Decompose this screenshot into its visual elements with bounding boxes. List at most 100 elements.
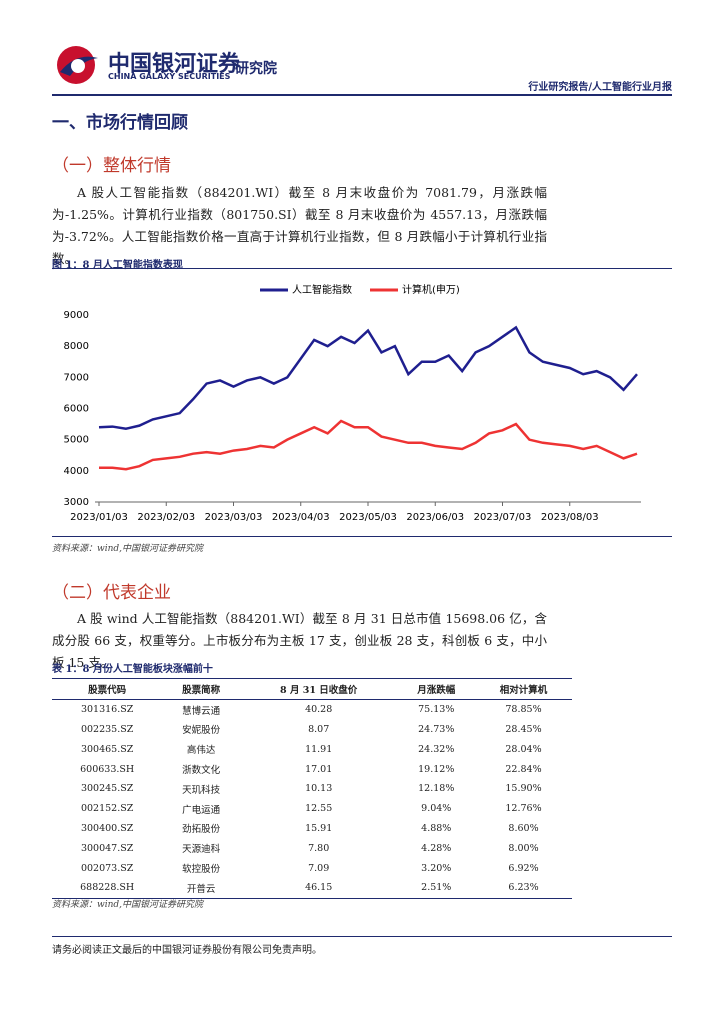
cell: 600633.SH (80, 763, 135, 775)
header-cell: 相对计算机 (499, 684, 548, 696)
cell: 开普云 (186, 883, 216, 895)
y-tick-label: 8000 (64, 341, 89, 352)
cell: 12.18% (418, 783, 455, 795)
cell: 2.51% (421, 882, 452, 894)
cell: 软控股份 (182, 864, 221, 876)
x-tick-label: 2023/03/03 (205, 512, 263, 523)
y-tick-label: 4000 (64, 466, 89, 477)
logo-cn: 中国银河证券 (108, 52, 241, 77)
cell: 4.28% (421, 842, 452, 854)
cell: 22.84% (505, 763, 542, 775)
cell: 75.13% (418, 704, 455, 716)
logo-en: CHINA GALAXY SECURITIES (108, 72, 231, 81)
footer-rule (52, 936, 672, 937)
cell: 6.92% (508, 862, 539, 874)
table-header-row: 股票代码 股票简称 8 月 31 日收盘价 月涨跌幅 相对计算机 (52, 679, 572, 700)
cell: 7.09 (308, 862, 330, 874)
figure-source: 资料来源：wind,中国银河证券研究院 (52, 544, 204, 554)
cell: 17.01 (305, 763, 333, 775)
table-caption: 表 1：8 月份人工智能板块涨幅前十 (52, 664, 213, 675)
cell: 002235.SZ (80, 723, 134, 735)
x-tick-label: 2023/04/03 (272, 512, 330, 523)
figure-caption: 图 1：8 月人工智能指数表现 (52, 260, 183, 271)
table-row: 301316.SZ 慧博云通 40.28 75.13% 78.85% (52, 699, 572, 719)
header-rule (52, 94, 672, 96)
rule (52, 536, 672, 537)
y-tick-label: 3000 (64, 497, 89, 508)
cell: 天玑科技 (182, 784, 221, 796)
cell: 6.23% (508, 882, 539, 894)
cell: 10.13 (305, 783, 333, 795)
cell: 8.00% (508, 842, 539, 854)
cell: 7.80 (308, 842, 330, 854)
cell: 9.04% (421, 803, 452, 815)
cell: 天源迪科 (182, 844, 221, 856)
section-title: 一、市场行情回顾 (52, 113, 188, 133)
cell: 301316.SZ (80, 704, 134, 716)
table-row: 002152.SZ 广电运通 12.55 9.04% 12.76% (52, 799, 572, 819)
cell: 24.32% (418, 743, 455, 755)
x-tick-label: 2023/08/03 (541, 512, 599, 523)
cell: 28.45% (505, 723, 542, 735)
paragraph: A 股 wind 人工智能指数（884201.WI）截至 8 月 31 日总市值… (52, 611, 547, 670)
table-row: 300245.SZ 天玑科技 10.13 12.18% 15.90% (52, 779, 572, 799)
header-cell: 8 月 31 日收盘价 (280, 684, 358, 696)
cell: 002152.SZ (80, 803, 134, 815)
table-row: 300400.SZ 劲拓股份 15.91 4.88% 8.60% (52, 819, 572, 839)
header-cell: 股票简称 (182, 684, 221, 696)
cell: 11.91 (305, 743, 333, 755)
cell: 劲拓股份 (182, 824, 221, 836)
disclaimer: 请务必阅读正文最后的中国银河证券股份有限公司免责声明。 (52, 945, 322, 956)
table-row: 002073.SZ 软控股份 7.09 3.20% 6.92% (52, 858, 572, 878)
y-tick-label: 7000 (64, 372, 89, 383)
y-tick-label: 6000 (64, 404, 89, 415)
cell: 高伟达 (186, 745, 216, 757)
cell: 300465.SZ (80, 743, 134, 755)
cell: 19.12% (418, 763, 455, 775)
y-tick-label: 5000 (64, 435, 89, 446)
cell: 安妮股份 (182, 725, 221, 737)
cell: 46.15 (305, 882, 333, 894)
cell: 300400.SZ (80, 822, 134, 834)
cell: 002073.SZ (80, 862, 134, 874)
table-row: 300047.SZ 天源迪科 7.80 4.28% 8.00% (52, 838, 572, 858)
cell: 8.07 (308, 723, 330, 735)
cell: 12.55 (305, 803, 333, 815)
cell: 8.60% (508, 822, 539, 834)
header-cell: 月涨跌幅 (417, 684, 456, 696)
cell: 浙数文化 (182, 765, 221, 777)
cell: 15.91 (305, 822, 333, 834)
table-source: 资料来源：wind,中国银河证券研究院 (52, 900, 204, 910)
series-line (98, 325, 638, 431)
report-type: 行业研究报告/人工智能行业月报 (528, 82, 672, 93)
subsection-title: （一）整体行情 (52, 156, 171, 176)
chart: 3000 4000 5000 6000 7000 8000 9000 2023/01/03 20… (64, 283, 641, 523)
subsection-title: （二）代表企业 (52, 583, 171, 603)
cell: 28.04% (505, 743, 542, 755)
table-row: 600633.SH 浙数文化 17.01 19.12% 22.84% (52, 759, 572, 779)
table-row: 002235.SZ 安妮股份 8.07 24.73% 28.45% (52, 720, 572, 740)
series-line (99, 419, 638, 471)
institute: 研究院 (235, 61, 277, 77)
cell: 15.90% (505, 783, 542, 795)
cell: 40.28 (305, 704, 333, 716)
cell: 688228.SH (80, 882, 135, 894)
cell: 300245.SZ (80, 783, 134, 795)
table-row: 300465.SZ 高伟达 11.91 24.32% 28.04% (52, 739, 572, 759)
cell: 4.88% (421, 822, 452, 834)
table: 股票代码 股票简称 8 月 31 日收盘价 月涨跌幅 相对计算机 301316.SZ 慧博云… (52, 678, 572, 899)
x-tick-label: 2023/05/03 (339, 512, 397, 523)
x-tick-label: 2023/02/03 (137, 512, 195, 523)
x-tick-label: 2023/06/03 (406, 512, 464, 523)
cell: 慧博云通 (182, 705, 221, 717)
logo-icon (57, 46, 98, 84)
y-tick-label: 9000 (64, 310, 89, 321)
cell: 广电运通 (182, 804, 221, 816)
paragraph: A 股人工智能指数（884201.WI）截至 8 月末收盘价为 7081.79，… (52, 185, 547, 266)
cell: 24.73% (418, 723, 455, 735)
table-row: 688228.SH 开普云 46.15 2.51% 6.23% (52, 878, 572, 898)
x-tick-label: 2023/01/03 (70, 512, 128, 523)
legend-label: 人工智能指数 (292, 283, 352, 296)
cell: 12.76% (505, 803, 542, 815)
